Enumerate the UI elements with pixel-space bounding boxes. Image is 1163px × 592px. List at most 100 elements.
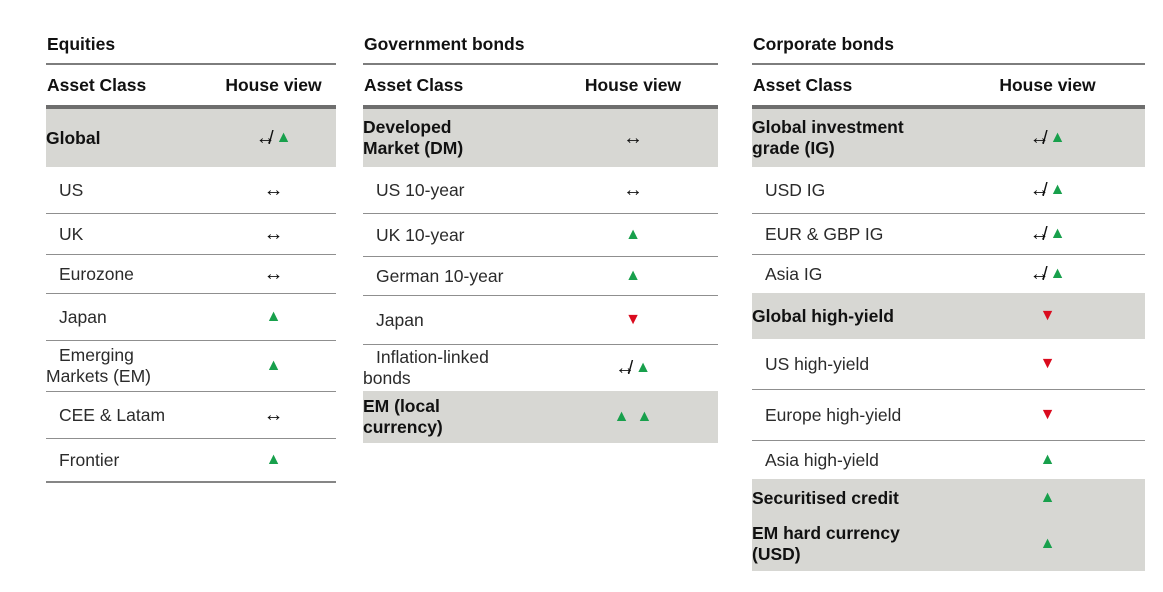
neutral-arrow-icon: ↔ <box>1029 223 1050 245</box>
house-view-indicator: ↔ <box>211 180 336 200</box>
table-row: CEE & Latam ↔ <box>46 391 336 438</box>
column-header-house-view: House view <box>584 75 682 95</box>
asset-class-label: Frontier <box>59 449 120 470</box>
asset-class-label: USD IG <box>765 179 826 200</box>
house-view-indicator: ↔ / ▲ <box>950 264 1145 284</box>
asset-class-label: Emerging Markets (EM) <box>46 345 151 386</box>
asset-class-label: US 10-year <box>376 179 465 200</box>
table-header: Asset Class House view <box>363 65 718 109</box>
table-header: Asset Class House view <box>752 65 1145 109</box>
table-header: Asset Class House view <box>46 65 336 109</box>
neutral-arrow-icon: ↔ <box>615 357 636 379</box>
table-row: US ↔ <box>46 167 336 213</box>
column-header-house-view: House view <box>225 75 322 95</box>
house-view-indicator: ▲ <box>950 536 1145 552</box>
house-view-indicator: ▲ <box>950 452 1145 468</box>
table-row: Inflation-linked bonds ↔ / ▲ <box>363 344 718 391</box>
up-triangle-icon: ▲ <box>265 308 282 325</box>
table-row: Frontier ▲ <box>46 438 336 483</box>
house-view-indicator: ▲ <box>211 452 336 468</box>
column-header-asset-class: Asset Class <box>47 75 147 95</box>
slash-icon: / <box>627 357 634 379</box>
up-triangle-icon: ▲ <box>265 357 282 374</box>
table-row: Europe high-yield ▼ <box>752 389 1145 440</box>
asset-class-label: Asia IG <box>765 263 823 284</box>
up-triangle-icon: ▲ <box>1039 451 1056 468</box>
table-row: USD IG ↔ / ▲ <box>752 167 1145 213</box>
house-view-indicator: ▲ <box>548 268 718 284</box>
neutral-arrow-icon: ↔ <box>623 127 643 149</box>
asset-class-label: Japan <box>376 309 424 330</box>
asset-class-label: UK 10-year <box>376 224 465 245</box>
table-corporate-bonds: Corporate bonds Asset Class House view G… <box>752 30 1145 571</box>
house-view-indicator: ▼ <box>548 312 718 328</box>
down-triangle-icon: ▼ <box>1039 355 1056 372</box>
house-view-indicator: ↔ / ▲ <box>211 128 336 148</box>
table-row: Global ↔ / ▲ <box>46 109 336 167</box>
house-view-indicator: ↔ <box>211 264 336 284</box>
table-title: Government bonds <box>363 30 718 65</box>
house-view-indicator: ▼ <box>950 356 1145 372</box>
asset-class-label: Global high-yield <box>752 305 894 326</box>
up-triangle-icon: ▲ <box>625 267 641 284</box>
slash-icon: / <box>1042 263 1048 285</box>
house-view-indicator: ↔ / ▲ <box>950 224 1145 244</box>
table-title: Equities <box>46 30 336 65</box>
up-triangle-icon: ▲ <box>635 359 651 376</box>
asset-class-label: US high-yield <box>765 353 870 374</box>
asset-class-label: Asia high-yield <box>765 449 879 470</box>
up-triangle-icon: ▲ <box>636 408 653 425</box>
neutral-arrow-icon: ↔ <box>1029 179 1050 201</box>
table-row: Global investment grade (IG) ↔ / ▲ <box>752 109 1145 167</box>
asset-class-label: US <box>59 179 84 200</box>
up-triangle-icon: ▲ <box>1049 265 1066 282</box>
table-government-bonds: Government bonds Asset Class House view … <box>363 30 718 443</box>
house-view-indicator: ▲ <box>211 309 336 325</box>
neutral-arrow-icon: ↔ <box>263 179 284 201</box>
house-view-indicator: ↔ <box>548 180 718 200</box>
table-title: Corporate bonds <box>752 30 1145 65</box>
asset-class-label: Europe high-yield <box>765 404 902 425</box>
up-triangle-icon: ▲ <box>1039 489 1056 506</box>
table-row: Japan ▼ <box>363 295 718 344</box>
column-header-house-view: House view <box>999 75 1096 95</box>
neutral-arrow-icon: ↔ <box>263 223 284 245</box>
asset-class-label: CEE & Latam <box>59 404 166 425</box>
house-view-indicator: ↔ / ▲ <box>950 128 1145 148</box>
up-triangle-icon: ▲ <box>625 226 641 243</box>
table-row: EUR & GBP IG ↔ / ▲ <box>752 213 1145 254</box>
asset-class-label: Global investment grade (IG) <box>752 117 904 158</box>
down-triangle-icon: ▼ <box>625 311 641 328</box>
table-row: Emerging Markets (EM) ▲ <box>46 340 336 391</box>
house-view-indicator: ▲ ▲ <box>548 409 718 425</box>
asset-class-label: Inflation-linked bonds <box>363 347 489 388</box>
asset-class-label: UK <box>59 223 84 244</box>
house-view-indicator: ↔ <box>211 405 336 425</box>
asset-class-label: Global <box>46 127 101 148</box>
asset-class-label: EM (local currency) <box>363 396 443 437</box>
column-header-asset-class: Asset Class <box>753 75 853 95</box>
asset-class-label: EM hard currency (USD) <box>752 523 900 564</box>
up-triangle-icon: ▲ <box>613 408 630 425</box>
neutral-arrow-icon: ↔ <box>263 404 284 426</box>
asset-class-label: Eurozone <box>59 263 134 284</box>
up-triangle-icon: ▲ <box>1049 225 1066 242</box>
asset-class-label: German 10-year <box>376 265 504 286</box>
asset-class-label: Securitised credit <box>752 487 899 508</box>
house-view-indicator: ▲ <box>548 227 718 243</box>
down-triangle-icon: ▼ <box>1039 406 1056 423</box>
table-row: Asia IG ↔ / ▲ <box>752 254 1145 293</box>
house-view-indicator: ↔ / ▲ <box>548 358 718 378</box>
table-row: German 10-year ▲ <box>363 256 718 295</box>
down-triangle-icon: ▼ <box>1039 307 1056 324</box>
table-row: Global high-yield ▼ <box>752 293 1145 339</box>
slash-icon: / <box>268 127 274 149</box>
house-view-indicator: ▼ <box>950 308 1145 324</box>
asset-class-label: Japan <box>59 306 107 327</box>
asset-class-label: EUR & GBP IG <box>765 223 884 244</box>
house-view-indicator: ↔ <box>211 224 336 244</box>
up-triangle-icon: ▲ <box>1049 129 1066 146</box>
up-triangle-icon: ▲ <box>1039 535 1056 552</box>
table-row: Developed Market (DM) ↔ <box>363 109 718 167</box>
table-equities: Equities Asset Class House view Global ↔… <box>46 30 336 483</box>
